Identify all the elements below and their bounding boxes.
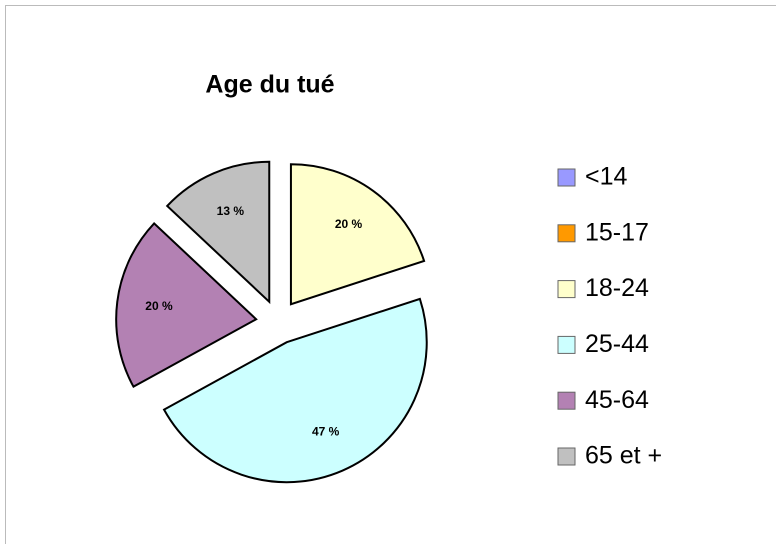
pie-slice xyxy=(115,221,258,389)
pie-slice xyxy=(165,160,271,305)
legend-label: 65 et + xyxy=(585,442,662,470)
legend-swatch xyxy=(557,391,576,410)
data-label: 47 % xyxy=(312,424,340,438)
legend-swatch xyxy=(557,335,576,354)
pie-slice xyxy=(162,297,428,484)
legend-swatch xyxy=(557,224,576,243)
legend-label: 18-24 xyxy=(585,274,649,302)
legend-label: 25-44 xyxy=(585,330,649,358)
legend-label: <14 xyxy=(585,163,628,191)
chart-title: Age du tué xyxy=(205,71,334,99)
data-label: 20 % xyxy=(145,299,173,313)
legend-swatch xyxy=(557,280,576,299)
legend-swatch xyxy=(557,168,576,187)
legend-label: 15-17 xyxy=(585,218,649,246)
pie-slice xyxy=(289,163,426,306)
data-label: 13 % xyxy=(217,204,245,218)
data-label: 20 % xyxy=(335,217,363,231)
legend-swatch xyxy=(557,447,576,466)
legend-label: 45-64 xyxy=(585,386,649,414)
